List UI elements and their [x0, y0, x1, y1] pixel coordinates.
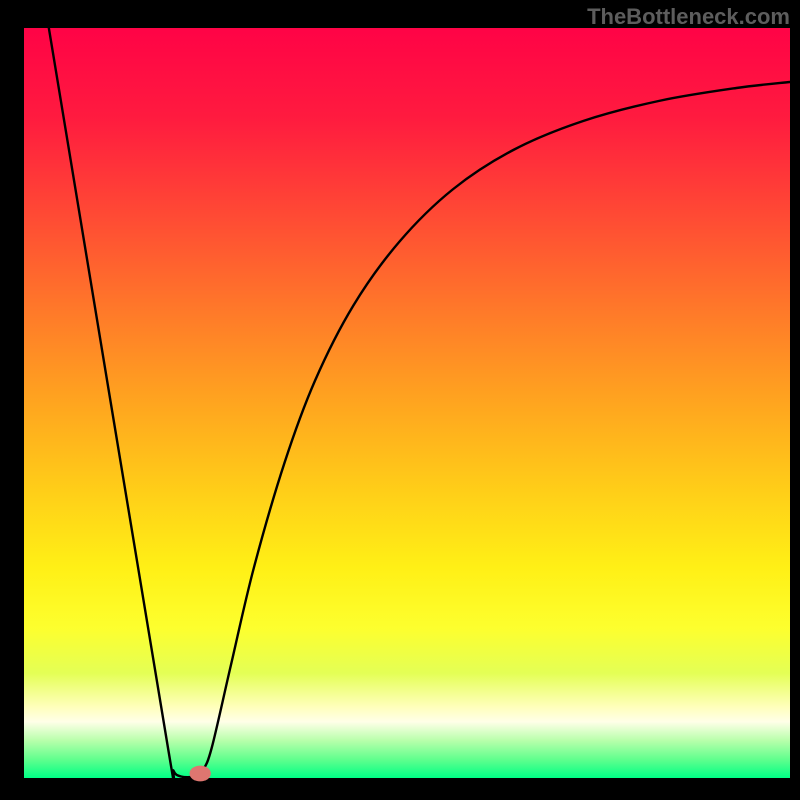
watermark-text: TheBottleneck.com — [587, 4, 790, 30]
optimal-point-marker — [189, 766, 210, 782]
plot-background — [24, 28, 790, 778]
bottleneck-chart: TheBottleneck.com — [0, 0, 800, 800]
chart-svg — [0, 0, 800, 800]
